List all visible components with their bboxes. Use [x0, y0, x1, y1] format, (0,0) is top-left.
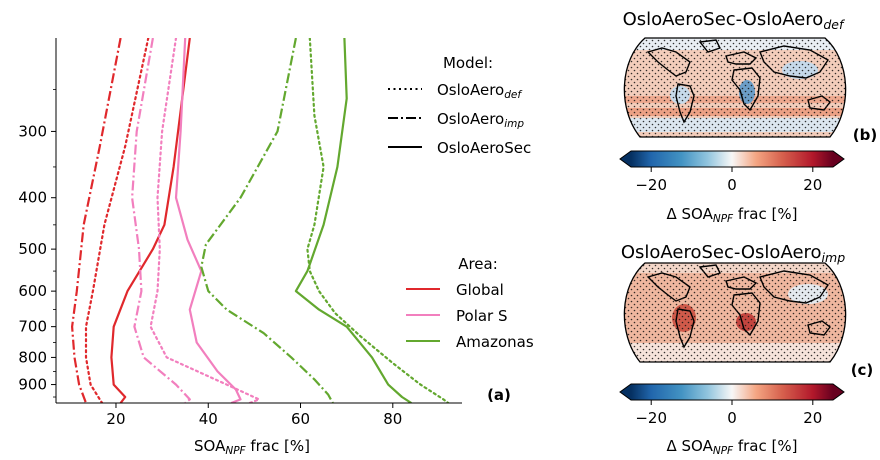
map-c-outline: [623, 262, 847, 363]
map-panel-c: OsloAeroSec-OsloAeroimp (c): [619, 242, 874, 457]
area-legend-title: Area:: [458, 255, 498, 273]
panel-label-a: (a): [487, 386, 511, 404]
colorbar-c-ticks: −20 0 20: [635, 400, 822, 427]
series-line-amazonas-osloaero-imp: [200, 38, 334, 403]
map-c-field: [624, 263, 846, 362]
x-tick-label: 60: [291, 410, 310, 428]
map-b-title: OsloAeroSec-OsloAerodef: [623, 9, 845, 32]
map-c-stippling: [624, 263, 846, 362]
series-layer: [71, 38, 450, 403]
colorbar-tick-label: 20: [803, 409, 822, 427]
map-c-title: OsloAeroSec-OsloAeroimp: [621, 242, 845, 265]
legend-model-sec: OsloAeroSec: [437, 139, 531, 157]
colorbar-tick-label: −20: [635, 176, 667, 194]
y-tick-label: 500: [18, 240, 47, 258]
x-tick-label: 80: [383, 410, 402, 428]
colorbar-c-label: Δ SOANPF frac [%]: [667, 437, 798, 457]
colorbar-b-frame: [619, 150, 845, 168]
series-line-polar-s-osloaero-imp: [131, 38, 191, 403]
y-tick-label: 600: [18, 282, 47, 300]
series-line-global-osloaerosec: [110, 38, 191, 403]
colorbar-c: −20 0 20 Δ SOANPF frac [%]: [619, 383, 845, 457]
legend-area-amazonas: Amazonas: [456, 333, 534, 351]
colorbar-b: −20 0 20 Δ SOANPF frac [%]: [619, 150, 845, 225]
x-ticks: 20 40 60 80: [106, 403, 402, 428]
colorbar-c-frame: [619, 383, 845, 401]
y-ticks: 300 400 500 600 700 800 900: [18, 89, 56, 398]
map-b-outline: [623, 37, 847, 138]
series-line-amazonas-osloaero-def: [306, 38, 450, 403]
map-b-field: [624, 38, 846, 137]
y-tick-label: 700: [18, 318, 47, 336]
colorbar-tick-label: 0: [727, 176, 737, 194]
map-b-stippling: [624, 38, 846, 137]
colorbar-b-ticks: −20 0 20: [635, 167, 822, 194]
y-tick-label: 800: [18, 348, 47, 366]
colorbar-b-bar: [631, 151, 833, 167]
area-legend: Area: Global Polar S Amazonas: [406, 255, 534, 351]
y-tick-label: 900: [18, 376, 47, 394]
profile-panel: 20 40 60 80 300 400 500 600 700 800 900 SOANPF fr…: [18, 38, 534, 457]
y-tick-label: 300: [18, 122, 47, 140]
colorbar-b-label: Δ SOANPF frac [%]: [667, 205, 798, 225]
panel-label-b: (b): [853, 126, 877, 144]
model-legend-title: Model:: [443, 54, 493, 72]
model-legend: Model: OsloAerodef OsloAeroimp OsloAeroS…: [388, 54, 531, 157]
legend-model-imp: OsloAeroimp: [437, 110, 524, 130]
legend-model-def: OsloAerodef: [437, 81, 523, 101]
panel-label-c: (c): [851, 361, 874, 379]
series-line-polar-s-osloaerosec: [174, 38, 242, 403]
x-tick-label: 40: [199, 410, 218, 428]
colorbar-c-low-extend: [620, 384, 631, 400]
colorbar-c-high-extend: [833, 384, 844, 400]
y-tick-label: 400: [18, 189, 47, 207]
x-tick-label: 20: [106, 410, 125, 428]
colorbar-b-high-extend: [833, 151, 844, 167]
colorbar-b-low-extend: [620, 151, 631, 167]
colorbar-tick-label: 20: [803, 176, 822, 194]
colorbar-c-bar: [631, 384, 833, 400]
legend-area-polar-s: Polar S: [456, 307, 508, 325]
series-line-polar-s-osloaero-def: [149, 38, 261, 403]
series-line-global-osloaero-imp: [71, 38, 122, 403]
series-line-amazonas-osloaerosec: [294, 38, 412, 403]
series-line-global-osloaero-def: [84, 38, 150, 403]
colorbar-tick-label: −20: [635, 409, 667, 427]
legend-area-global: Global: [456, 281, 504, 299]
x-axis-label: SOANPF frac [%]: [194, 437, 310, 457]
colorbar-tick-label: 0: [727, 409, 737, 427]
map-panel-b: OsloAeroSec-OsloAerodef (b): [619, 9, 877, 225]
